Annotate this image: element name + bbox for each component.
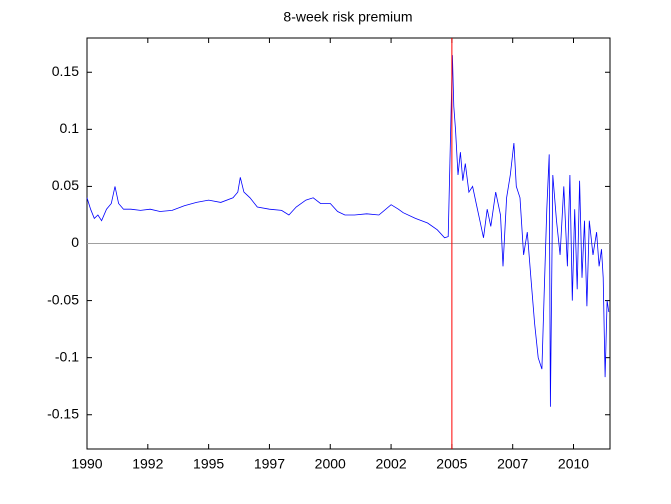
x-tick-label: 1990 bbox=[71, 456, 102, 472]
x-tick-label: 2005 bbox=[436, 456, 467, 472]
x-tick-label: 1997 bbox=[254, 456, 285, 472]
x-tick-label: 1995 bbox=[193, 456, 224, 472]
y-tick-label: 0 bbox=[71, 234, 79, 250]
x-tick-label: 1992 bbox=[132, 456, 163, 472]
chart-title: 8-week risk premium bbox=[283, 9, 412, 25]
y-tick-label: -0.15 bbox=[47, 405, 79, 421]
x-tick-label: 2007 bbox=[497, 456, 528, 472]
y-tick-label: 0.1 bbox=[60, 120, 80, 136]
x-tick-label: 2010 bbox=[558, 456, 589, 472]
y-tick-label: 0.05 bbox=[52, 177, 79, 193]
x-tick-label: 2002 bbox=[375, 456, 406, 472]
y-tick-label: 0.15 bbox=[52, 63, 79, 79]
series-line bbox=[86, 55, 610, 407]
x-tick-label: 2000 bbox=[315, 456, 346, 472]
y-tick-label: -0.05 bbox=[47, 291, 79, 307]
y-tick-label: -0.1 bbox=[55, 348, 79, 364]
